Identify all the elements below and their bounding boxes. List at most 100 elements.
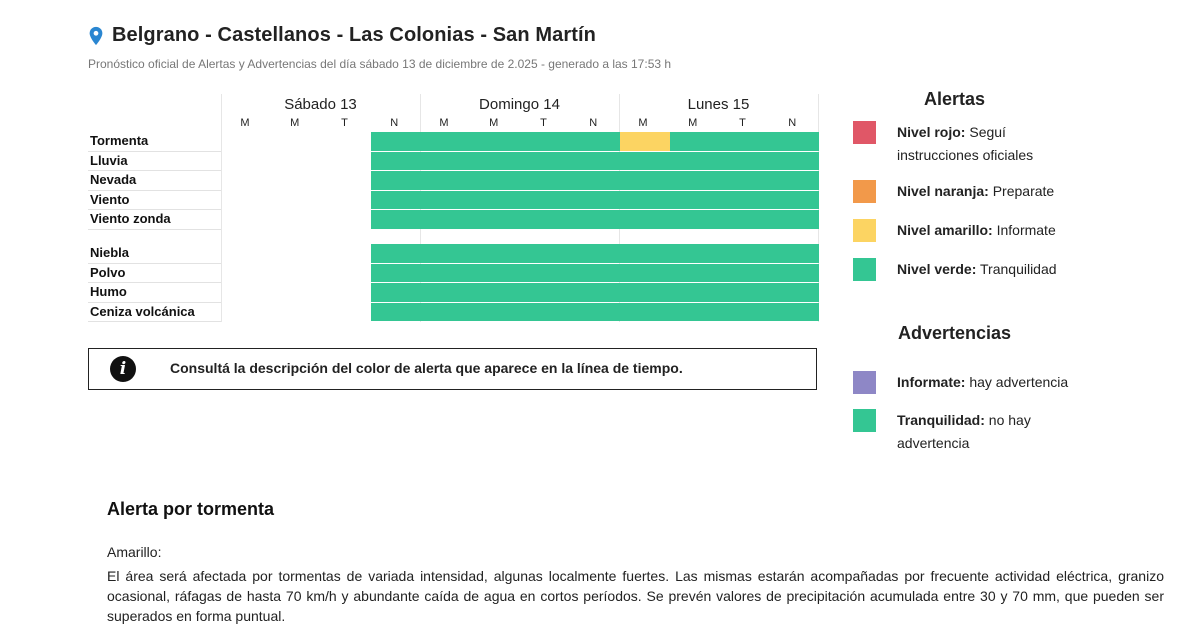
timeline-cell-verde bbox=[620, 151, 670, 170]
timeline-cell-verde bbox=[371, 190, 421, 209]
timeline-cell-verde bbox=[620, 171, 670, 190]
day-separator bbox=[221, 94, 222, 322]
legend-item-verde: Nivel verde: Tranquilidad bbox=[853, 258, 1077, 281]
timeline-cell-verde bbox=[620, 283, 670, 302]
legend-desc: hay advertencia bbox=[969, 374, 1069, 390]
timeline-cell-verde bbox=[769, 302, 819, 321]
timeline-cell-verde bbox=[669, 132, 720, 151]
legend-item-tranquilidad: Tranquilidad: no hay advertencia bbox=[853, 409, 1057, 455]
timeline-cell-verde bbox=[520, 283, 571, 302]
row-separator bbox=[88, 189, 221, 191]
phenomenon-label: Polvo bbox=[90, 264, 126, 280]
timeline-cell-verde bbox=[570, 151, 620, 170]
timeline-cell-verde bbox=[669, 171, 720, 190]
legend-label: Nivel naranja: bbox=[897, 183, 989, 199]
timeline-cell-verde bbox=[719, 244, 770, 263]
timeline-cell-verde bbox=[719, 263, 770, 282]
timeline-cell-verde bbox=[520, 210, 571, 229]
timeline-cell-verde bbox=[421, 190, 471, 209]
timeline-cell-verde bbox=[470, 132, 521, 151]
info-notice: i Consultá la descripción del color de a… bbox=[88, 348, 817, 390]
legend-swatch-amarillo bbox=[853, 219, 876, 242]
timeline-cell-verde bbox=[470, 244, 521, 263]
timeline-cell-verde bbox=[421, 151, 471, 170]
time-slot-label: N bbox=[788, 117, 797, 129]
legend-desc: no hay advertencia bbox=[897, 412, 1031, 451]
timeline-cell-verde bbox=[570, 171, 620, 190]
timeline-cell-verde bbox=[570, 190, 620, 209]
timeline-cell-verde bbox=[520, 132, 571, 151]
timeline-cell-verde bbox=[470, 190, 521, 209]
timeline-cell-verde bbox=[570, 302, 620, 321]
row-separator bbox=[88, 321, 221, 322]
timeline-cell-verde bbox=[620, 190, 670, 209]
timeline-cell-verde bbox=[371, 244, 421, 263]
timeline-cell-verde bbox=[371, 132, 421, 151]
timeline-cell-verde bbox=[470, 283, 521, 302]
legend-label: Nivel amarillo: bbox=[897, 222, 993, 238]
timeline-cell-verde bbox=[669, 190, 720, 209]
row-separator bbox=[88, 228, 221, 230]
timeline-cell-verde bbox=[371, 263, 421, 282]
phenomenon-label: Niebla bbox=[90, 245, 130, 260]
legend-desc: Seguí instrucciones oficiales bbox=[897, 124, 1034, 163]
day-header: Domingo 14 bbox=[479, 96, 560, 113]
timeline-cell-verde bbox=[570, 244, 620, 263]
legend-advertencias-title: Advertencias bbox=[898, 323, 1012, 343]
page-title: Belgrano - Castellanos - Las Colonias - … bbox=[112, 24, 596, 46]
timeline-cell-verde bbox=[669, 283, 720, 302]
timeline-cell-verde bbox=[769, 190, 819, 209]
timeline-cell-verde bbox=[769, 263, 819, 282]
timeline-cell-verde bbox=[719, 190, 770, 209]
timeline-cell-verde bbox=[769, 283, 819, 302]
timeline-cell-verde bbox=[371, 151, 421, 170]
legend-item-amarillo: Nivel amarillo: Informate bbox=[853, 219, 1077, 242]
legend-label: Nivel verde: bbox=[897, 261, 977, 277]
legend-swatch-rojo bbox=[853, 121, 876, 144]
timeline-cell-verde bbox=[669, 244, 720, 263]
timeline-cell-verde bbox=[520, 244, 571, 263]
timeline-cell-verde bbox=[470, 302, 521, 321]
legend-desc: Informate bbox=[996, 222, 1056, 238]
legend-swatch-naranja bbox=[853, 180, 876, 203]
timeline-cell-verde bbox=[669, 263, 720, 282]
time-slot-label: M bbox=[290, 117, 300, 129]
legend-item-naranja: Nivel naranja: Preparate bbox=[853, 180, 1077, 203]
time-slot-label: M bbox=[489, 117, 499, 129]
timeline-cell-verde bbox=[421, 263, 471, 282]
row-separator bbox=[88, 170, 221, 171]
legend-swatch-tranquilidad bbox=[853, 409, 876, 432]
phenomenon-label: Humo bbox=[90, 284, 127, 299]
row-separator bbox=[88, 209, 221, 210]
phenomenon-label: Viento zonda bbox=[90, 211, 171, 226]
timeline-cell-verde bbox=[371, 171, 421, 190]
legend-desc: Preparate bbox=[992, 183, 1055, 199]
day-header: Lunes 15 bbox=[687, 96, 750, 113]
timeline-cell-amarillo bbox=[620, 132, 670, 151]
phenomenon-label: Nevada bbox=[90, 172, 137, 187]
phenomenon-label: Lluvia bbox=[90, 152, 128, 168]
legend-label: Informate: bbox=[897, 374, 966, 390]
timeline-cell-verde bbox=[520, 190, 571, 209]
timeline-cell-verde bbox=[719, 171, 770, 190]
day-header: Sábado 13 bbox=[284, 96, 357, 113]
timeline-cell-verde bbox=[570, 132, 620, 151]
time-slot-label: N bbox=[390, 117, 399, 129]
row-separator bbox=[88, 282, 221, 283]
row-separator bbox=[88, 262, 221, 264]
timeline-cell-verde bbox=[620, 302, 670, 321]
timeline-cell-verde bbox=[570, 210, 620, 229]
time-slot-label: M bbox=[688, 117, 698, 129]
time-slot-label: T bbox=[540, 117, 547, 129]
time-slot-label: M bbox=[638, 117, 648, 129]
timeline-cell-verde bbox=[520, 263, 571, 282]
timeline-cell-verde bbox=[421, 302, 471, 321]
timeline-cell-verde bbox=[520, 171, 571, 190]
legend-swatch-verde bbox=[853, 258, 876, 281]
timeline-cell-verde bbox=[620, 210, 670, 229]
timeline-cell-verde bbox=[769, 151, 819, 170]
legend-label: Nivel rojo: bbox=[897, 124, 966, 140]
time-slot-label: M bbox=[439, 117, 449, 129]
timeline-cell-verde bbox=[719, 210, 770, 229]
timeline-cell-verde bbox=[719, 132, 770, 151]
